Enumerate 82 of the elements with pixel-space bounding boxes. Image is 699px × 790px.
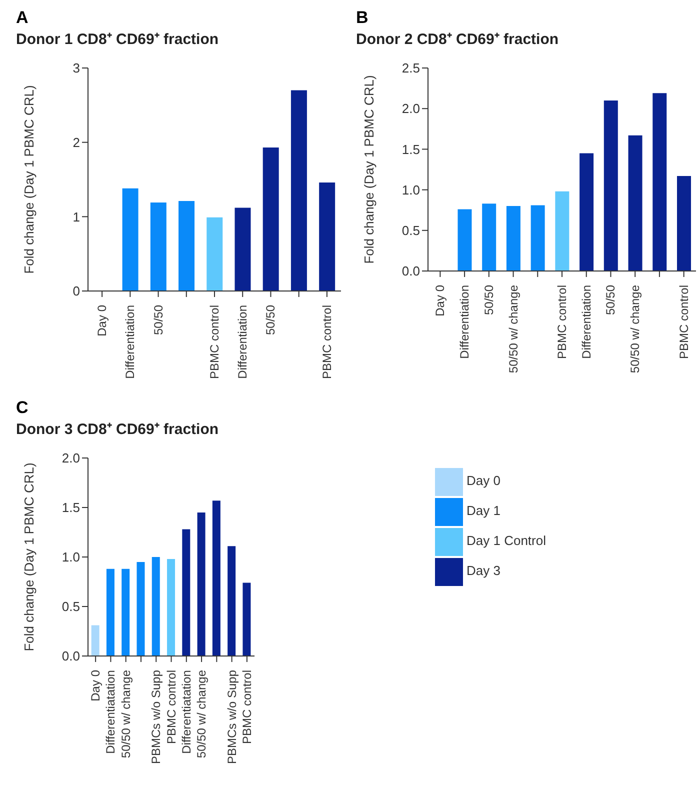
x-tick-label: 50/50 (151, 304, 166, 336)
bar (178, 201, 195, 291)
legend-label: Day 1 (466, 503, 500, 518)
x-tick-label: PBMC control (676, 285, 691, 360)
bar (482, 204, 496, 271)
y-tick-label: 3 (72, 60, 80, 76)
bar (106, 568, 114, 656)
bar (652, 93, 667, 271)
bar (136, 562, 145, 656)
y-tick-label: 0.5 (62, 599, 80, 614)
bar (91, 625, 100, 656)
x-tick-label: Differentiation (236, 305, 250, 379)
text: A (16, 8, 30, 28)
x-tick-label: Day 0 (95, 304, 110, 336)
text: C (16, 398, 30, 418)
legend-label: Day 3 (466, 563, 500, 578)
bar (182, 529, 190, 656)
y-tick-label: 1.5 (402, 142, 420, 157)
bar (290, 90, 307, 291)
bar (530, 205, 545, 271)
bar (319, 182, 336, 291)
x-tick-label: 50/50 w/ change (118, 670, 133, 758)
bar (206, 217, 223, 291)
x-tick-label: 50/50 w/ change (506, 284, 520, 374)
x-tick-label: PBMC control (320, 305, 334, 380)
y-tick-label: 1.5 (62, 500, 80, 516)
text: B (356, 8, 370, 28)
bar (150, 202, 166, 291)
bar (122, 188, 138, 291)
y-axis-title: Fold change (Day 1 PBMC CRL) (22, 85, 37, 274)
legend-label: Day 1 Control (466, 533, 546, 548)
y-axis-title: Fold change (Day 1 PBMC CRL) (362, 75, 377, 264)
x-tick-label: 50/50 w/ change (194, 670, 209, 758)
x-tick-label: PBMC control (164, 670, 178, 744)
bar (242, 582, 251, 656)
x-tick-label: Differentiation (123, 305, 138, 379)
bar (234, 208, 251, 291)
chart-title: Donor 2 CD8⁺ CD69⁺ fraction (356, 30, 560, 48)
y-tick-label: 2.0 (62, 450, 80, 466)
y-tick-label: 1.0 (402, 182, 420, 198)
y-tick-label: 1 (72, 209, 80, 224)
bar (458, 209, 472, 271)
x-tick-label: Day 0 (433, 284, 448, 316)
y-axis-title: Fold change (Day 1 PBMC CRL) (22, 462, 37, 652)
y-tick-label: 2.0 (402, 101, 420, 116)
chart-title: Donor 3 CD8⁺ CD69⁺ fraction (16, 420, 220, 438)
bar (228, 546, 236, 656)
x-tick-label: 50/50 (482, 284, 496, 316)
bar (604, 100, 618, 271)
x-tick-label: Differentiation (458, 285, 472, 359)
x-tick-label: PBMCs w/o Supp (149, 670, 164, 764)
bar (628, 135, 642, 271)
bar (580, 153, 594, 271)
x-tick-label: PBMC control (555, 285, 569, 360)
legend-label: Day 0 (466, 473, 500, 488)
x-tick-label: Day 0 (88, 670, 103, 702)
y-tick-label: 0.0 (402, 264, 420, 279)
bar (506, 206, 520, 271)
bar (122, 568, 130, 656)
bar (167, 558, 176, 656)
x-tick-label: PBMC control (240, 670, 254, 744)
y-tick-label: 0 (72, 284, 80, 299)
x-tick-label: 50/50 w/ change (628, 284, 642, 374)
bar (555, 191, 570, 271)
x-tick-label: 50/50 (604, 284, 618, 316)
x-tick-label: Differentiation (579, 285, 594, 359)
bar (262, 148, 279, 291)
y-tick-label: 2.5 (402, 60, 420, 76)
x-tick-label: Differentiatation (179, 670, 194, 754)
y-tick-label: 1.0 (62, 550, 80, 565)
chart-title: Donor 1 CD8⁺ CD69⁺ fraction (16, 30, 220, 48)
x-tick-label: 50/50 (264, 304, 278, 336)
y-tick-label: 0.5 (402, 223, 420, 238)
y-tick-label: 2 (72, 134, 80, 150)
bar (212, 500, 220, 656)
x-tick-label: Differentiatation (104, 670, 118, 754)
bar (197, 512, 206, 656)
bar (676, 176, 691, 271)
x-tick-label: PBMCs w/o Supp (224, 670, 239, 764)
bar (152, 557, 160, 656)
x-tick-label: PBMC control (208, 305, 222, 380)
y-tick-label: 0.0 (62, 648, 80, 664)
